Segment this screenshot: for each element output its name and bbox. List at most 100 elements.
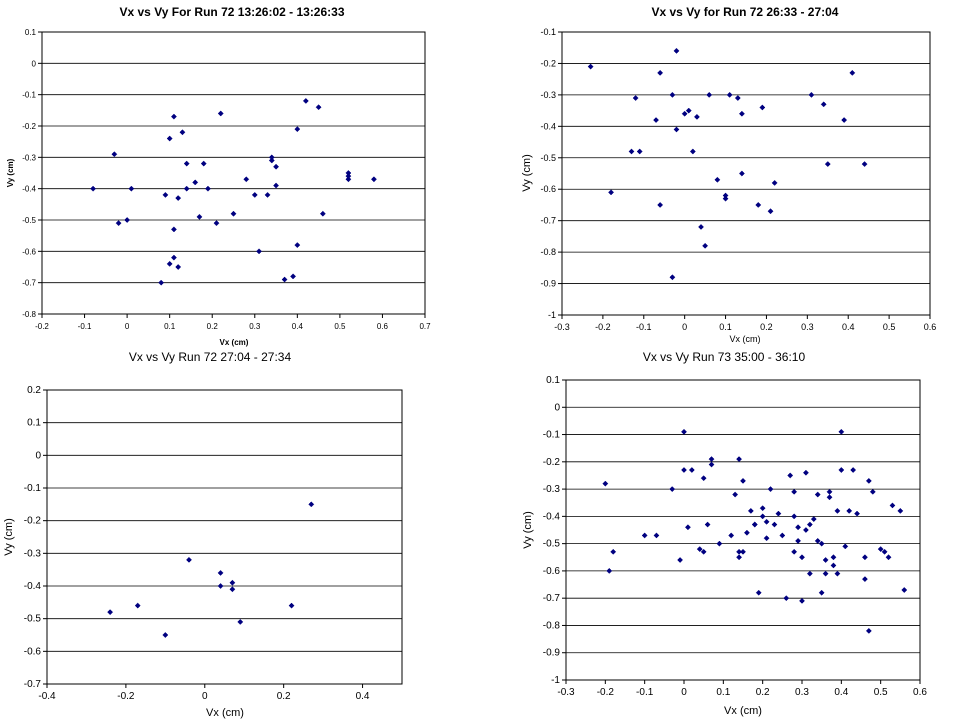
y-tick-label: -0.5 — [543, 539, 561, 550]
y-axis-label: Vy (cm) — [6, 158, 15, 187]
y-tick-label: -0.2 — [24, 516, 42, 527]
data-point — [107, 609, 114, 616]
data-point — [791, 513, 798, 520]
data-point — [877, 546, 884, 553]
x-tick-label: 0.6 — [913, 687, 927, 698]
data-point — [885, 554, 892, 561]
data-point — [115, 220, 122, 227]
data-point — [708, 461, 715, 468]
data-point — [162, 191, 169, 198]
y-tick-label: 0 — [32, 59, 37, 68]
data-point — [704, 521, 711, 528]
data-point — [345, 176, 352, 183]
data-point — [771, 521, 778, 528]
data-point — [728, 532, 735, 539]
data-point — [158, 279, 165, 286]
data-point — [681, 428, 687, 435]
x-tick-label: 0 — [125, 322, 130, 331]
data-point — [795, 524, 802, 531]
data-point — [681, 467, 687, 473]
data-point — [734, 95, 741, 101]
data-point — [889, 502, 896, 509]
data-point — [747, 507, 754, 514]
data-point — [294, 126, 301, 133]
data-point — [783, 595, 790, 602]
data-point — [901, 587, 908, 593]
x-tick-label: 0.2 — [207, 322, 219, 331]
y-tick-label: -0.4 — [540, 121, 556, 131]
data-point — [842, 543, 849, 550]
data-point — [740, 477, 746, 484]
x-tick-label: 0.4 — [356, 691, 370, 702]
x-tick-label: 0 — [202, 691, 208, 702]
data-point — [689, 148, 696, 155]
data-point — [302, 97, 309, 104]
data-point — [822, 557, 829, 563]
x-axis-label: Vx (cm) — [730, 334, 761, 344]
x-tick-label: 0.4 — [842, 322, 855, 332]
x-tick-label: 0.1 — [716, 687, 730, 698]
data-point — [806, 570, 813, 577]
y-tick-label: -0.7 — [543, 593, 561, 604]
data-point — [641, 532, 648, 539]
data-point — [290, 273, 297, 280]
chart-title: Vx vs Vy Run 73 35:00 - 36:10 — [643, 350, 806, 364]
scatter-chart-4: Vx vs Vy Run 73 35:00 - 36:10 Vx (cm) Vy… — [522, 350, 927, 717]
x-tick-label: 0.4 — [834, 687, 848, 698]
data-point — [134, 602, 141, 609]
x-tick-label: 0.6 — [377, 322, 389, 331]
data-point — [708, 456, 715, 463]
data-point — [861, 576, 868, 583]
x-tick-label: -0.2 — [597, 687, 615, 698]
data-point — [755, 589, 762, 596]
y-tick-label: -0.1 — [22, 91, 36, 100]
data-point — [834, 507, 841, 514]
x-tick-label: -0.2 — [35, 322, 49, 331]
data-point — [767, 486, 774, 493]
data-point — [759, 104, 766, 111]
data-point — [854, 510, 861, 517]
y-tick-label: 0.1 — [25, 28, 37, 37]
x-tick-label: 0.2 — [756, 687, 770, 698]
x-tick-label: 0.3 — [801, 322, 814, 332]
data-point — [315, 104, 322, 111]
data-point — [751, 521, 758, 528]
y-tick-label: 0 — [554, 402, 560, 413]
data-point — [702, 242, 709, 249]
y-tick-label: -0.5 — [22, 216, 36, 225]
data-point — [881, 548, 888, 555]
y-tick-label: -0.4 — [543, 511, 561, 522]
data-point — [771, 179, 778, 186]
y-tick-label: -0.2 — [540, 58, 556, 68]
data-point — [814, 537, 821, 544]
data-point — [183, 160, 190, 167]
y-tick-label: -0.1 — [543, 430, 561, 441]
data-point — [237, 618, 244, 625]
data-point — [763, 518, 770, 525]
data-point — [669, 486, 676, 493]
y-axis-label: Vy (cm) — [522, 511, 534, 548]
data-point — [822, 570, 829, 577]
x-tick-label: 0.3 — [249, 322, 261, 331]
data-point — [186, 556, 192, 563]
data-point — [170, 226, 177, 233]
data-point — [861, 554, 868, 561]
x-axis-label: Vx (cm) — [724, 705, 762, 717]
data-point — [205, 185, 211, 192]
y-tick-label: 0.2 — [27, 385, 41, 396]
data-point — [175, 195, 182, 202]
data-point — [587, 63, 594, 70]
y-tick-label: -0.2 — [543, 457, 561, 468]
x-tick-label: -0.3 — [554, 322, 570, 332]
data-point — [268, 157, 275, 164]
scatter-chart-3: Vx vs Vy Run 72 27:04 - 27:34 Vx (cm) Vy… — [3, 350, 403, 719]
data-point — [716, 540, 723, 547]
data-point — [606, 567, 613, 574]
y-tick-label: -0.7 — [24, 679, 42, 690]
y-tick-label: -1 — [551, 675, 560, 686]
data-point — [799, 597, 805, 604]
data-point — [111, 151, 118, 158]
data-point — [192, 179, 199, 186]
data-series — [107, 501, 315, 638]
data-point — [628, 148, 635, 155]
